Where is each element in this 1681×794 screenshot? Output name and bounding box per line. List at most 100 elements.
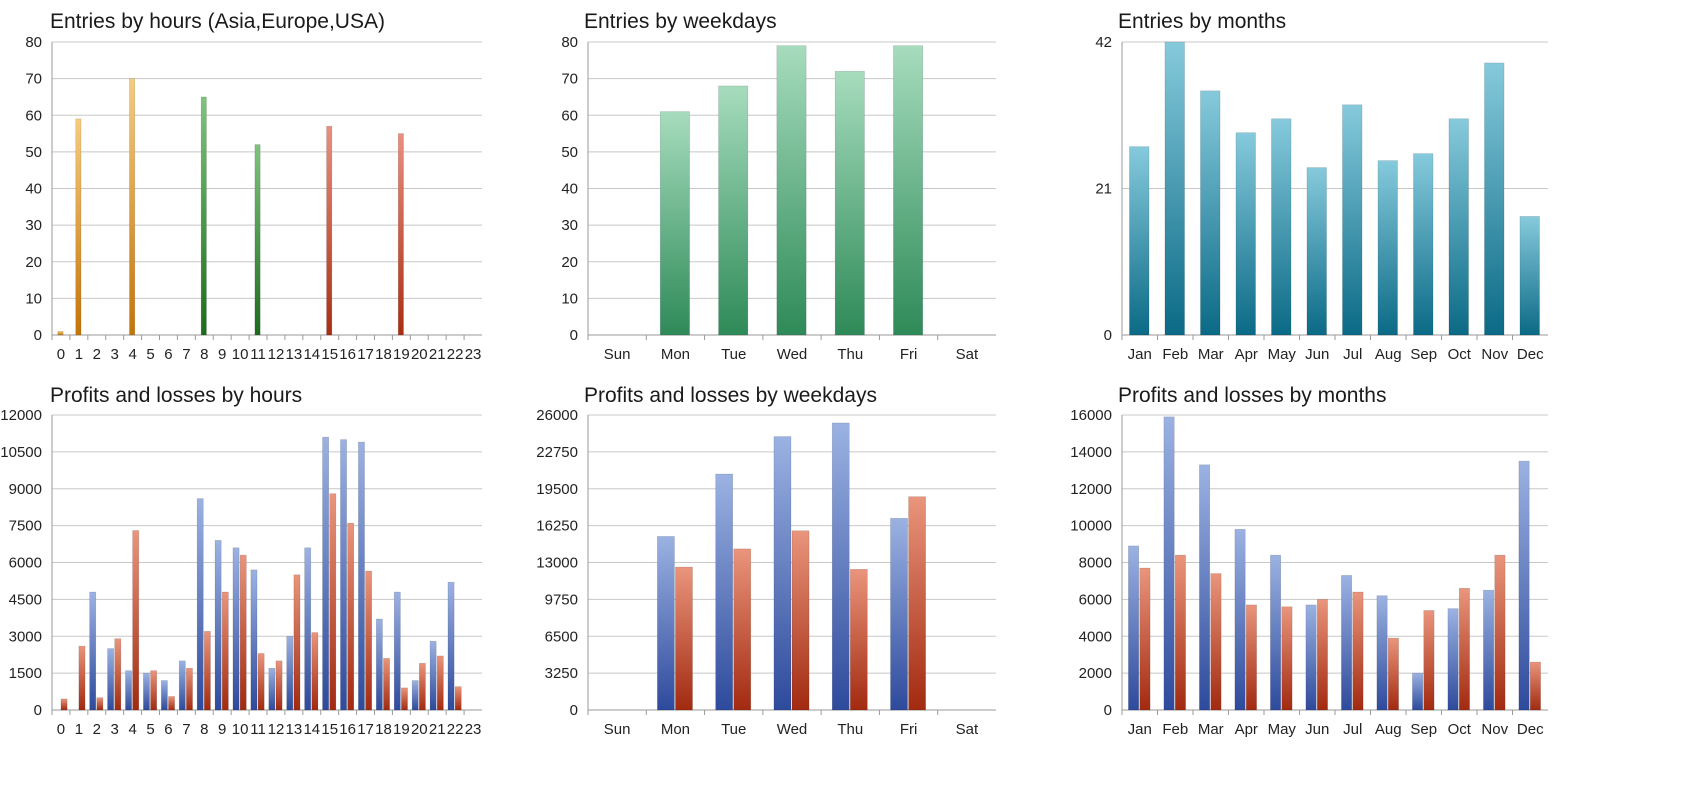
bar-loss <box>1529 661 1541 711</box>
bar-loss <box>401 687 408 711</box>
bar-loss <box>1458 588 1470 711</box>
x-tick-label: 20 <box>411 721 428 738</box>
bar-profit <box>89 591 97 711</box>
x-tick-label: 15 <box>321 346 338 363</box>
y-tick-label: 0 <box>1104 327 1112 344</box>
x-tick-label: 11 <box>250 346 266 363</box>
bar-loss <box>275 660 283 711</box>
y-tick-label: 0 <box>1104 702 1112 719</box>
x-tick-label: Nov <box>1481 721 1508 738</box>
y-tick-label: 80 <box>561 34 578 51</box>
y-tick-label: 9750 <box>545 591 578 608</box>
bar-loss <box>418 662 426 711</box>
y-tick-label: 50 <box>25 144 42 161</box>
chart-title: Entries by months <box>1118 10 1286 33</box>
bar-loss <box>365 570 373 711</box>
bar-loss <box>114 638 122 711</box>
bar-profit <box>214 540 222 711</box>
x-tick-label: Sep <box>1410 346 1437 363</box>
x-tick-label: 20 <box>411 346 428 363</box>
bar-profit <box>393 591 401 711</box>
x-tick-label: 18 <box>375 721 392 738</box>
x-tick-label: 7 <box>182 721 190 738</box>
x-tick-label: 1 <box>75 721 83 738</box>
x-tick-label: 10 <box>232 346 249 363</box>
bar <box>1200 90 1221 336</box>
y-tick-label: 1500 <box>9 665 42 682</box>
bar-profit <box>322 436 330 711</box>
y-tick-label: 0 <box>34 702 42 719</box>
bar-loss <box>1423 610 1435 711</box>
bar <box>1342 104 1363 336</box>
bar-profit <box>1518 460 1530 711</box>
x-tick-label: Feb <box>1162 346 1188 363</box>
bar-profit <box>1234 529 1246 711</box>
bar-loss <box>1494 554 1506 711</box>
x-tick-label: Jan <box>1128 721 1152 738</box>
x-tick-label: Dec <box>1517 346 1544 363</box>
bar <box>254 144 261 336</box>
x-tick-label: Sep <box>1410 721 1437 738</box>
bar <box>834 71 865 336</box>
bar-loss <box>221 591 229 711</box>
chart-pl-weekdays: Profits and losses by weekdays 0 3250 6500 9… <box>536 384 996 738</box>
x-tick-label: Apr <box>1235 346 1258 363</box>
bar-loss <box>675 566 693 711</box>
y-tick-label: 60 <box>561 107 578 124</box>
bar <box>200 96 207 336</box>
bar-loss <box>96 697 104 711</box>
bar-loss <box>454 686 462 711</box>
bar-profit <box>1199 464 1211 711</box>
y-tick-label: 4000 <box>1079 628 1112 645</box>
bar-profit <box>358 441 365 711</box>
x-tick-label: Thu <box>837 346 863 363</box>
bar-profit <box>286 635 294 711</box>
y-tick-label: 4500 <box>9 591 42 608</box>
chart-title: Profits and losses by weekdays <box>584 384 877 407</box>
x-tick-label: 17 <box>357 346 374 363</box>
bar-profit <box>196 498 204 711</box>
x-tick-label: Jun <box>1305 346 1329 363</box>
x-tick-label: 5 <box>146 346 154 363</box>
x-tick-label: 23 <box>465 346 482 363</box>
bar-loss <box>908 496 926 711</box>
x-tick-label: 0 <box>57 721 65 738</box>
x-tick-label: 12 <box>268 346 285 363</box>
y-tick-label: 10000 <box>1070 518 1112 535</box>
bar-loss <box>257 653 265 711</box>
x-tick-label: 3 <box>111 346 119 363</box>
bar-profit <box>715 473 734 711</box>
x-tick-label: 23 <box>465 721 482 738</box>
y-tick-label: 30 <box>561 217 578 234</box>
bar-loss <box>1352 591 1364 711</box>
x-tick-label: Mon <box>661 721 690 738</box>
chart-pl-hours: Profits and losses by hours 0 1500 3000 4500… <box>0 384 482 738</box>
bar-profit <box>340 439 347 711</box>
y-tick-label: 0 <box>570 327 578 344</box>
x-tick-label: 4 <box>128 721 136 738</box>
bar <box>1271 118 1292 336</box>
bar <box>1484 62 1505 336</box>
bar-profit <box>160 680 168 711</box>
x-tick-label: 11 <box>250 721 266 738</box>
bar-loss <box>1210 573 1222 711</box>
bar-loss <box>293 574 301 711</box>
bar <box>1448 118 1469 336</box>
x-tick-label: 5 <box>146 721 154 738</box>
bar-loss <box>168 696 175 711</box>
x-tick-label: May <box>1268 346 1297 363</box>
bar-loss <box>329 493 337 711</box>
x-tick-label: 21 <box>429 346 446 363</box>
chart-entries-months: Entries by months 0 21 42 Jan Feb Mar Apr May Jun… <box>1095 10 1548 363</box>
x-tick-label: Apr <box>1235 721 1258 738</box>
bar <box>129 78 136 336</box>
x-tick-label: Nov <box>1481 346 1508 363</box>
bar-profit <box>304 547 312 711</box>
y-tick-label: 7500 <box>9 518 42 535</box>
y-tick-label: 20 <box>25 254 42 271</box>
x-tick-label: 22 <box>447 346 464 363</box>
y-tick-label: 21 <box>1095 181 1112 198</box>
x-tick-label: 6 <box>164 721 172 738</box>
x-tick-label: 4 <box>128 346 136 363</box>
bar <box>893 45 924 336</box>
